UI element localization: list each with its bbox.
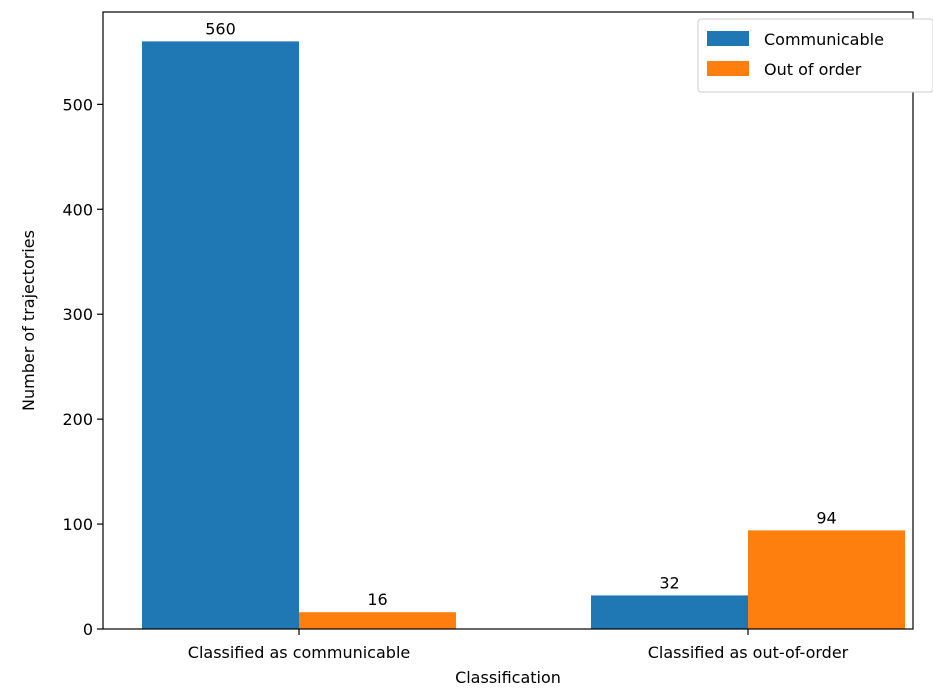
y-tick-label: 400 (62, 200, 93, 219)
legend-swatch (707, 31, 749, 46)
x-tick-label: Classified as out-of-order (648, 643, 849, 662)
x-axis: Classified as communicable Classified as … (188, 629, 849, 662)
legend-items: Communicable Out of order (707, 30, 884, 79)
y-axis-title: Number of trajectories (19, 230, 38, 411)
data-labels-layer: 560 32 16 94 (205, 19, 836, 609)
legend-box (697, 18, 933, 93)
legend-label: Communicable (764, 30, 884, 49)
x-tick-label: Classified as communicable (188, 643, 410, 662)
y-tick-label: 300 (62, 305, 93, 324)
y-tick-label: 200 (62, 410, 93, 429)
y-tick-label: 500 (62, 95, 93, 114)
bars-layer (142, 41, 905, 629)
y-axis: 0 100 200 300 400 500 (62, 95, 103, 639)
data-label: 560 (205, 19, 236, 38)
legend: Communicable Out of order (697, 18, 933, 93)
bar-communicable-0 (142, 41, 299, 629)
y-tick-label: 0 (83, 620, 93, 639)
data-label: 32 (659, 573, 679, 592)
y-tick-label: 100 (62, 515, 93, 534)
bar-out-of-order-1 (748, 530, 905, 629)
bar-communicable-1 (591, 595, 748, 629)
legend-label: Out of order (764, 60, 862, 79)
data-label: 16 (367, 590, 387, 609)
bar-out-of-order-0 (299, 612, 456, 629)
legend-swatch (707, 61, 749, 76)
plot-frame (102, 11, 914, 630)
x-axis-title: Classification (455, 668, 561, 687)
data-label: 94 (816, 508, 836, 527)
